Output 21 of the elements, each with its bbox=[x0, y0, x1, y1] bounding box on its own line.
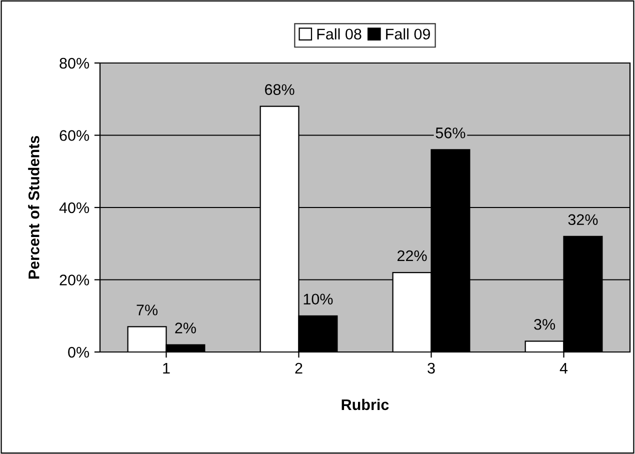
data-label: 56% bbox=[436, 128, 466, 138]
data-label: 22% bbox=[398, 250, 427, 262]
legend-label: Fall 09 bbox=[386, 28, 430, 40]
y-tick-label: 20% bbox=[60, 274, 90, 286]
x-tick-label: 1 bbox=[163, 362, 170, 374]
y-tick-label: 60% bbox=[60, 130, 90, 141]
y-axis-title: Percent of Students bbox=[28, 136, 40, 279]
data-label: 3% bbox=[534, 318, 556, 330]
data-label: 32% bbox=[568, 214, 598, 226]
legend-label: Fall 08 bbox=[317, 28, 362, 40]
x-tick-label: 3 bbox=[428, 362, 435, 374]
y-tick-label: 40% bbox=[59, 202, 90, 214]
x-tick-label: 4 bbox=[560, 362, 568, 374]
x-tick-label: 2 bbox=[295, 362, 302, 374]
x-axis-title: Rubric bbox=[342, 398, 389, 410]
data-label: 10% bbox=[304, 294, 333, 305]
data-label: 2% bbox=[175, 322, 196, 334]
y-tick-label: 0% bbox=[68, 346, 90, 358]
data-label: 68% bbox=[265, 84, 294, 95]
y-tick-label: 80% bbox=[60, 58, 90, 69]
data-label: 7% bbox=[136, 304, 158, 316]
